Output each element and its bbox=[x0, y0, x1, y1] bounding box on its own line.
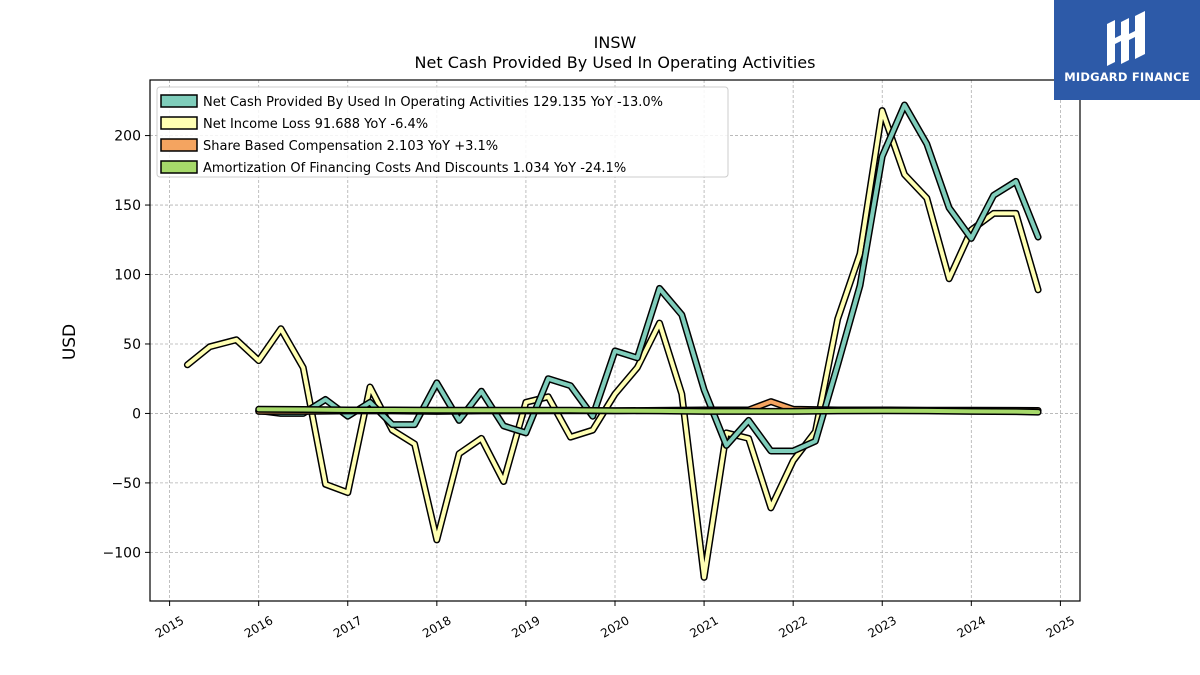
legend-swatch-amort bbox=[160, 160, 198, 174]
legend-entry-net_income: Net Income Loss 91.688 YoY -6.4% bbox=[203, 117, 428, 132]
legend-swatch-net_income bbox=[160, 116, 198, 130]
chart-title-group: INSW Net Cash Provided By Used In Operat… bbox=[415, 33, 816, 72]
y-tick-label: −100 bbox=[103, 545, 141, 561]
legend-entry-amort: Amortization Of Financing Costs And Disc… bbox=[203, 161, 626, 176]
x-tick-label: 2022 bbox=[776, 613, 809, 640]
y-tick-label: −50 bbox=[111, 476, 141, 492]
series-line-amort bbox=[256, 407, 1041, 415]
x-tick-label: 2019 bbox=[509, 613, 542, 640]
brand-logo: MIDGARD FINANCE bbox=[1054, 0, 1200, 100]
x-tick-label: 2023 bbox=[866, 613, 899, 640]
x-tick-label: 2017 bbox=[331, 613, 364, 640]
legend-entry-sbc: Share Based Compensation 2.103 YoY +3.1% bbox=[203, 139, 498, 154]
plot-area bbox=[183, 101, 1042, 581]
x-tick-label: 2021 bbox=[687, 613, 720, 640]
series-line-net_income bbox=[185, 108, 1041, 580]
y-tick-label: 50 bbox=[123, 337, 141, 353]
legend-entry-op_cash: Net Cash Provided By Used In Operating A… bbox=[203, 95, 663, 110]
chart-title: INSW bbox=[594, 33, 637, 52]
y-tick-label: 200 bbox=[114, 129, 141, 145]
x-tick-label: 2025 bbox=[1044, 613, 1077, 640]
x-tick-label: 2016 bbox=[242, 613, 275, 640]
legend-swatch-sbc bbox=[160, 138, 198, 152]
y-axis-label: USD bbox=[60, 324, 80, 360]
legend-swatch-op_cash bbox=[160, 94, 198, 108]
x-tick-label: 2020 bbox=[598, 613, 631, 640]
brand-name: MIDGARD FINANCE bbox=[1064, 70, 1190, 84]
legend: Net Cash Provided By Used In Operating A… bbox=[156, 86, 729, 178]
x-tick-label: 2024 bbox=[955, 613, 988, 640]
y-tick-label: 0 bbox=[132, 406, 141, 422]
y-tick-label: 150 bbox=[114, 198, 141, 214]
series-line-op_cash bbox=[256, 103, 1041, 453]
midgard-logo-icon bbox=[1107, 11, 1145, 66]
legend-box bbox=[156, 86, 729, 178]
y-tick-label: 100 bbox=[114, 268, 141, 284]
x-tick-label: 2018 bbox=[420, 613, 453, 640]
x-tick-label: 2015 bbox=[153, 613, 186, 640]
plot-frame bbox=[149, 79, 1081, 602]
chart-subtitle: Net Cash Provided By Used In Operating A… bbox=[415, 53, 816, 72]
